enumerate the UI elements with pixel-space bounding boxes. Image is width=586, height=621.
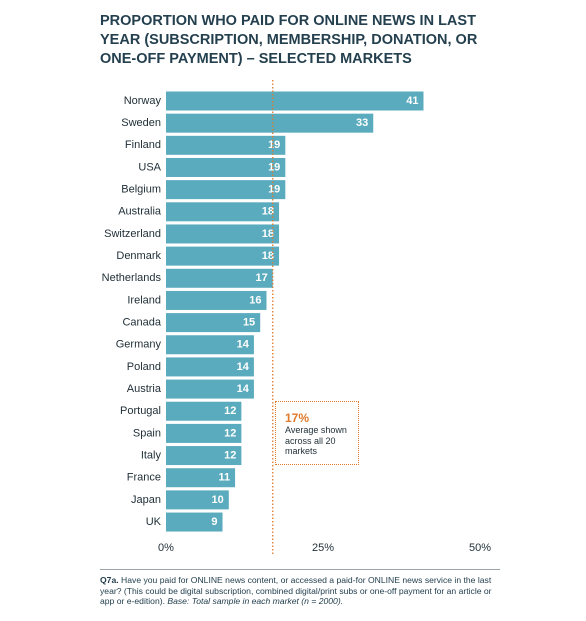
average-note: 17% Average shown across all 20 markets xyxy=(275,401,359,465)
value-label: 33 xyxy=(356,117,368,129)
bar xyxy=(166,91,424,111)
x-tick-label: 50% xyxy=(469,542,491,554)
bar xyxy=(166,512,223,532)
value-label: 12 xyxy=(224,405,236,417)
value-label: 19 xyxy=(268,139,280,151)
value-label: 10 xyxy=(212,494,224,506)
category-label: Ireland xyxy=(127,294,161,306)
bar xyxy=(166,335,254,355)
chart-title: PROPORTION WHO PAID FOR ONLINE NEWS IN L… xyxy=(100,13,478,67)
bar xyxy=(166,157,286,177)
average-text: Average shown across all 20 markets xyxy=(285,425,347,456)
value-label: 41 xyxy=(406,95,418,107)
category-label: France xyxy=(127,472,161,484)
category-label: Denmark xyxy=(116,250,161,262)
value-label: 18 xyxy=(262,228,274,240)
value-label: 19 xyxy=(268,161,280,173)
value-label: 11 xyxy=(218,472,230,484)
category-label: Netherlands xyxy=(102,272,162,284)
value-label: 14 xyxy=(237,339,250,351)
category-label: USA xyxy=(138,161,161,173)
category-label: UK xyxy=(146,516,162,528)
bar xyxy=(166,379,254,399)
category-label: Germany xyxy=(116,339,162,351)
footnote-label: Q7a. xyxy=(100,575,119,585)
bar xyxy=(166,401,242,421)
value-label: 18 xyxy=(262,250,274,262)
bar xyxy=(166,313,261,333)
category-label: Italy xyxy=(141,449,162,461)
bar xyxy=(166,113,374,133)
value-label: 14 xyxy=(237,361,250,373)
category-label: Norway xyxy=(124,95,162,107)
x-tick-label: 25% xyxy=(312,542,334,554)
x-tick-label: 0% xyxy=(158,542,174,554)
bar xyxy=(166,246,280,266)
category-label: Canada xyxy=(122,317,161,329)
value-label: 19 xyxy=(268,184,280,196)
bar xyxy=(166,468,236,488)
value-label: 17 xyxy=(256,272,268,284)
footnote-base: Base: Total sample in each market (n = 2… xyxy=(167,596,344,606)
category-label: Poland xyxy=(127,361,161,373)
value-label: 16 xyxy=(249,294,261,306)
value-label: 15 xyxy=(243,317,255,329)
footnote-text: Have you paid for ONLINE news content, o… xyxy=(100,575,492,606)
category-label: Sweden xyxy=(121,117,161,129)
footnote: Q7a. Have you paid for ONLINE news conte… xyxy=(100,569,500,607)
bar xyxy=(166,224,280,244)
category-label: Australia xyxy=(118,206,162,218)
value-label: 12 xyxy=(224,449,236,461)
bar xyxy=(166,202,280,222)
value-label: 14 xyxy=(237,383,250,395)
average-label: 17% xyxy=(285,411,310,425)
category-label: Japan xyxy=(131,494,161,506)
bar xyxy=(166,180,286,200)
value-label: 18 xyxy=(262,206,274,218)
category-label: Austria xyxy=(127,383,162,395)
bar xyxy=(166,490,229,510)
category-label: Belgium xyxy=(121,184,161,196)
category-label: Portugal xyxy=(120,405,161,417)
value-label: 12 xyxy=(224,427,236,439)
bar xyxy=(166,290,267,310)
value-label: 9 xyxy=(211,516,217,528)
bar xyxy=(166,268,273,288)
category-label: Spain xyxy=(133,427,161,439)
category-label: Finland xyxy=(125,139,161,151)
category-label: Switzerland xyxy=(104,228,161,240)
bar xyxy=(166,423,242,443)
bar xyxy=(166,135,286,155)
bar xyxy=(166,446,242,466)
bar xyxy=(166,357,254,377)
